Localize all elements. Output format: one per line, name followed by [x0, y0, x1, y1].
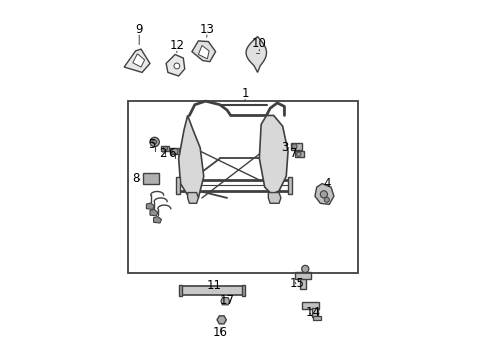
Circle shape: [320, 191, 327, 198]
Polygon shape: [221, 298, 230, 305]
Text: 2: 2: [159, 147, 166, 159]
Text: 9: 9: [135, 23, 143, 36]
Circle shape: [163, 146, 168, 150]
Polygon shape: [166, 54, 185, 76]
Bar: [161, 145, 169, 151]
Text: 8: 8: [132, 172, 139, 185]
Bar: [128, 101, 358, 273]
Bar: [313, 316, 321, 320]
Polygon shape: [246, 37, 267, 72]
Circle shape: [302, 265, 309, 273]
Bar: [302, 302, 319, 309]
Text: 1: 1: [241, 87, 249, 100]
Circle shape: [172, 148, 178, 154]
Text: 14: 14: [306, 306, 320, 319]
Polygon shape: [259, 116, 288, 194]
Polygon shape: [198, 45, 209, 59]
Polygon shape: [179, 116, 204, 198]
Bar: [295, 151, 304, 157]
Text: 15: 15: [290, 278, 304, 291]
Text: 11: 11: [207, 279, 222, 292]
Bar: [313, 309, 318, 317]
Polygon shape: [133, 54, 145, 67]
Circle shape: [150, 137, 159, 147]
Polygon shape: [153, 217, 161, 223]
Bar: [176, 177, 180, 194]
Polygon shape: [217, 316, 226, 324]
Bar: [180, 286, 243, 295]
Polygon shape: [124, 49, 150, 72]
Polygon shape: [188, 193, 198, 203]
Text: 5: 5: [148, 138, 155, 150]
Bar: [171, 148, 179, 154]
Text: 4: 4: [324, 177, 331, 190]
Polygon shape: [150, 210, 158, 216]
Text: 16: 16: [212, 326, 227, 339]
Polygon shape: [192, 41, 216, 62]
Circle shape: [292, 144, 297, 149]
Polygon shape: [315, 184, 334, 204]
Circle shape: [324, 197, 329, 202]
Text: 7: 7: [290, 147, 297, 159]
Polygon shape: [147, 203, 154, 210]
Bar: [291, 143, 302, 149]
Text: 10: 10: [252, 37, 267, 50]
Bar: [179, 285, 181, 296]
Circle shape: [152, 140, 157, 144]
Text: 3: 3: [281, 141, 288, 154]
Text: 17: 17: [220, 294, 235, 307]
Bar: [242, 285, 245, 296]
Circle shape: [174, 63, 180, 69]
Circle shape: [296, 152, 301, 156]
Polygon shape: [269, 193, 281, 203]
Bar: [299, 275, 306, 289]
Text: 6: 6: [168, 147, 175, 159]
Bar: [288, 177, 292, 194]
Text: 13: 13: [200, 23, 215, 36]
Text: 12: 12: [170, 39, 184, 52]
Bar: [143, 173, 159, 184]
Bar: [295, 272, 311, 279]
